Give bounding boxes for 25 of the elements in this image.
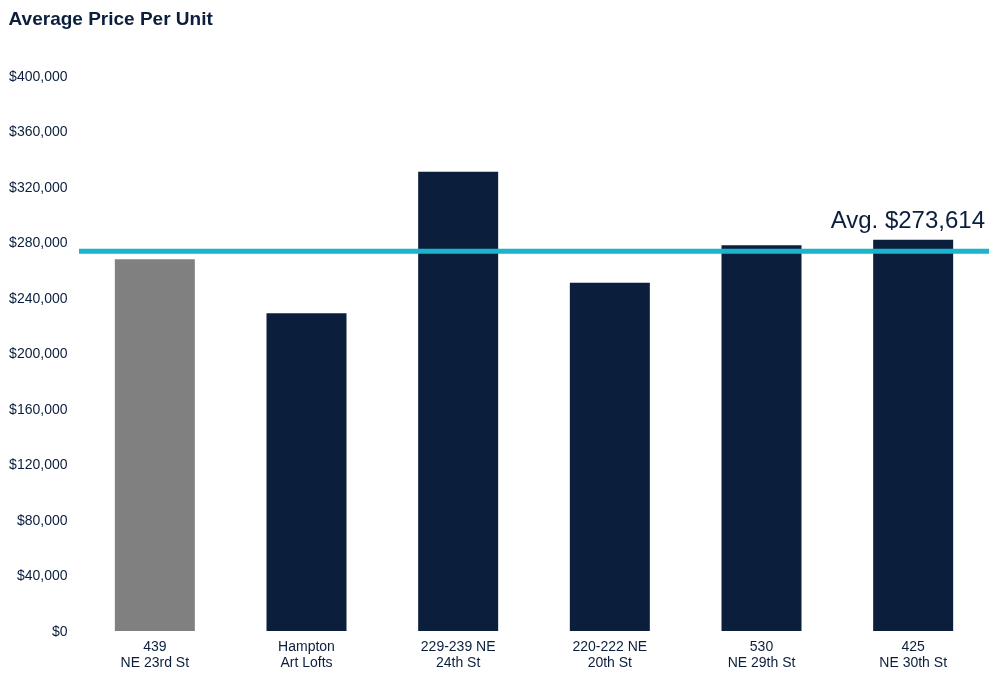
- bar: [418, 171, 499, 631]
- chart-title: Average Price Per Unit: [8, 8, 214, 29]
- bar: [266, 313, 347, 631]
- bar: [114, 259, 195, 631]
- y-tick-label: $240,000: [9, 289, 68, 306]
- y-tick-label: $360,000: [9, 123, 68, 139]
- x-tick-label: 530 NE 29th St: [727, 637, 796, 670]
- x-tick-label: 229-239 NE 24th St: [420, 637, 496, 670]
- ref-line-label: Avg. $273,614: [830, 206, 985, 234]
- x-tick-label: 425 NE 30th St: [879, 637, 948, 670]
- x-tick-label: 439 NE 23rd St: [120, 637, 190, 670]
- bar: [569, 282, 650, 631]
- y-tick-label: $40,000: [16, 567, 68, 583]
- bar: [873, 239, 954, 631]
- y-tick-label: $80,000: [16, 511, 68, 528]
- y-tick-label: $200,000: [9, 345, 68, 361]
- y-tick-label: $320,000: [9, 178, 68, 195]
- y-tick-label: $160,000: [9, 400, 68, 417]
- x-tick-label: Hampton Art Lofts: [278, 637, 335, 670]
- x-tick-label: 220-222 NE 20th St: [572, 637, 648, 670]
- y-tick-label: $280,000: [9, 234, 68, 250]
- y-tick-label: $120,000: [9, 456, 68, 472]
- y-tick-label: $400,000: [9, 67, 68, 84]
- bar: [721, 245, 802, 631]
- y-tick-label: $0: [51, 622, 68, 639]
